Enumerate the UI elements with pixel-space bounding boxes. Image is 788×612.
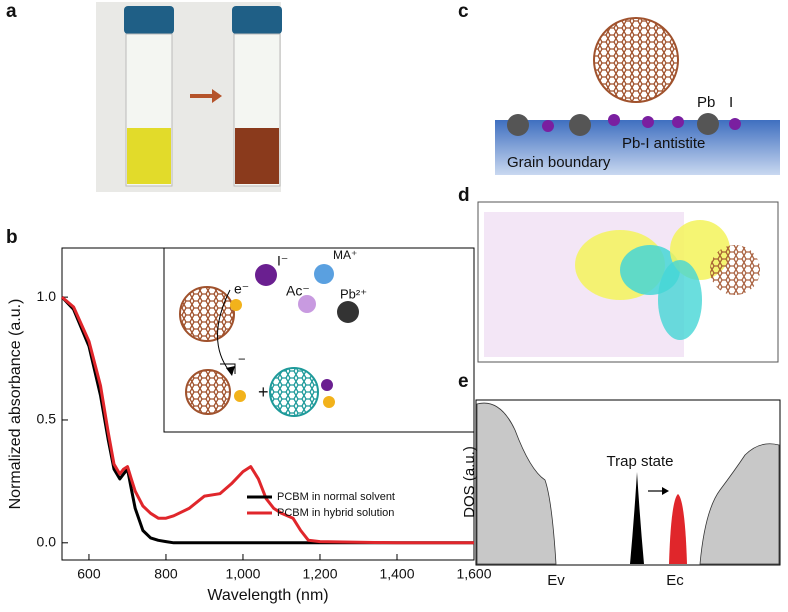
x-axis-title: Wavelength (nm)	[207, 587, 328, 604]
vials-photo	[96, 2, 282, 192]
label: e⁻	[234, 281, 249, 297]
x-tick-label: 1,200	[302, 566, 337, 582]
charge-density-render	[477, 201, 779, 363]
panel-label: e	[458, 371, 469, 392]
panel-label: a	[6, 1, 17, 22]
x-tick-label: 1,600	[456, 566, 491, 582]
label: Pb-I antistite	[622, 135, 705, 152]
panel-label: c	[458, 1, 469, 22]
panel-label: d	[458, 185, 470, 206]
x-tick-label: 1,000	[225, 566, 260, 582]
legend-label: PCBM in hybrid solution	[277, 507, 394, 519]
label: I	[729, 94, 733, 111]
x-tick-label: 1,400	[379, 566, 414, 582]
y-tick-label: 0.5	[37, 411, 57, 427]
x-label: Ec	[666, 572, 684, 589]
y-tick-label: 0.0	[37, 534, 57, 550]
label: Ac⁻	[286, 283, 310, 299]
x-tick-label: 600	[77, 566, 101, 582]
x-label: Ev	[547, 572, 565, 589]
plot-frame	[61, 247, 475, 561]
label: I⁻	[277, 253, 288, 269]
y-axis-title: Normalized absorbance (a.u.)	[7, 299, 24, 510]
label: +	[258, 382, 269, 402]
label: MA⁺	[333, 248, 357, 262]
axis-title: DOS (a.u.)	[461, 446, 478, 518]
label: Pb²⁺	[340, 286, 367, 301]
x-tick-label: 800	[154, 566, 178, 582]
label: Pb	[697, 94, 715, 111]
inset	[163, 248, 474, 433]
dos-plot	[475, 399, 781, 566]
legend-label: PCBM in normal solvent	[277, 491, 395, 503]
y-tick-label: 1.0	[37, 288, 57, 304]
label: −	[238, 351, 246, 366]
panel-label: b	[6, 227, 18, 248]
grain-boundary-scheme	[495, 17, 780, 175]
series-line	[61, 295, 474, 545]
annotation: Trap state	[607, 453, 674, 470]
label: Grain boundary	[507, 154, 611, 171]
series-line	[60, 296, 474, 545]
